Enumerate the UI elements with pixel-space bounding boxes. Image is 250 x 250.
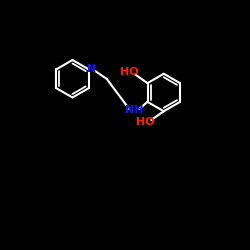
Text: HO: HO xyxy=(136,117,155,127)
Text: NH: NH xyxy=(124,105,143,115)
Text: HO: HO xyxy=(120,67,139,78)
Text: N: N xyxy=(87,64,97,74)
